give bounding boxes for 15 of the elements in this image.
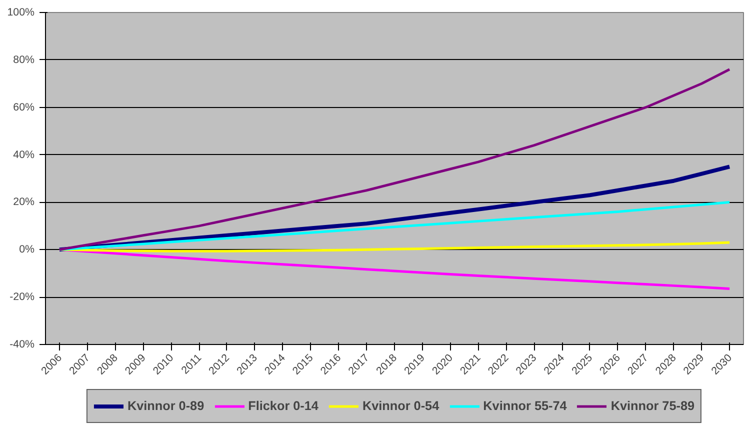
line-series <box>58 200 731 251</box>
y-tick-label: 40% <box>13 148 36 161</box>
legend-label: Kvinnor 75-89 <box>610 399 695 413</box>
legend-label: Kvinnor 0-54 <box>362 399 440 413</box>
y-tick-label: 60% <box>13 101 36 114</box>
y-tick-label: 100% <box>7 6 36 18</box>
legend-label: Flickor 0-14 <box>248 399 318 413</box>
legend-label: Kvinnor 0-89 <box>127 399 204 413</box>
y-tick-label: -40% <box>10 338 36 350</box>
legend-label: Kvinnor 55-74 <box>483 399 567 413</box>
line-series <box>58 68 731 251</box>
y-tick-label: 0% <box>19 244 36 256</box>
y-tick-label: -20% <box>10 291 36 304</box>
y-tick-label: 20% <box>13 196 36 208</box>
y-tick-label: 80% <box>13 54 36 66</box>
